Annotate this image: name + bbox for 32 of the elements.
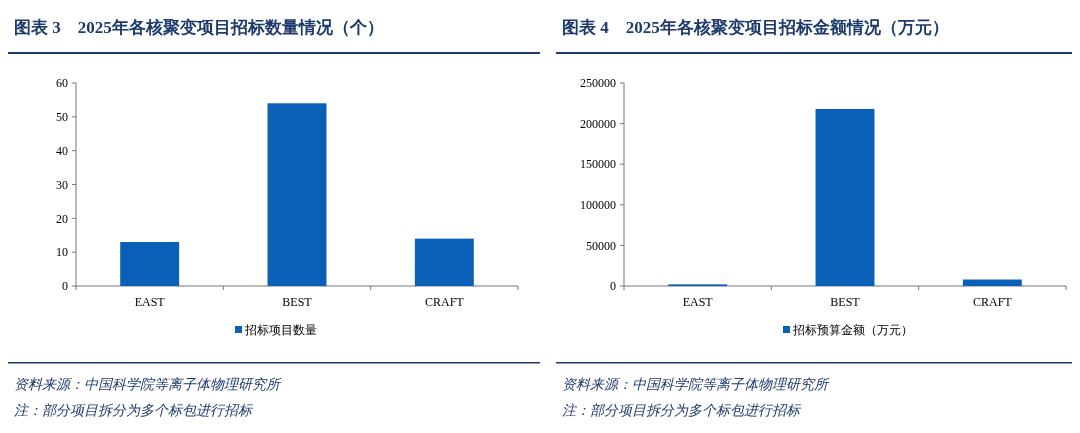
- bar: [267, 103, 327, 286]
- y-tick-label: 200000: [580, 116, 616, 131]
- chart-title: 图表 4 2025年各核聚变项目招标金额情况（万元）: [562, 18, 949, 37]
- y-tick-label: 150000: [580, 157, 616, 172]
- y-tick-label: 100000: [580, 198, 616, 212]
- y-tick-label: 50000: [586, 238, 616, 253]
- y-tick-label: 250000: [580, 76, 616, 91]
- y-tick-label: 40: [56, 143, 68, 158]
- y-tick-label: 0: [62, 279, 68, 294]
- y-tick-label: 20: [56, 211, 68, 226]
- text: 资料来源：中国科学院等离子体物理研究所: [562, 377, 830, 392]
- y-tick-label: 30: [56, 177, 68, 192]
- text: 注：部分项目拆分为多个标包进行招标: [14, 403, 254, 418]
- text: 资料来源：中国科学院等离子体物理研究所: [14, 377, 282, 392]
- x-tick-label: EAST: [134, 295, 166, 309]
- x-tick-label: CRAFT: [424, 295, 465, 309]
- x-tick-label: CRAFT: [972, 295, 1013, 309]
- legend-label: 招标预算金额（万元）: [792, 323, 913, 337]
- y-tick-label: 10: [56, 245, 68, 260]
- text: 注：部分项目拆分为多个标包进行招标: [562, 403, 802, 418]
- chart-title: 图表 3 2025年各核聚变项目招标数量情况（个）: [14, 18, 384, 37]
- x-tick-label: BEST: [282, 295, 313, 309]
- x-tick-label: BEST: [830, 295, 861, 309]
- legend-label: 招标项目数量: [244, 323, 317, 337]
- bar: [120, 242, 180, 286]
- bar: [815, 108, 875, 286]
- bar: [414, 238, 474, 286]
- bar: [962, 279, 1022, 286]
- y-tick-label: 0: [610, 279, 616, 294]
- y-tick-label: 60: [56, 76, 68, 91]
- x-tick-label: EAST: [682, 295, 714, 309]
- y-tick-label: 50: [56, 110, 68, 125]
